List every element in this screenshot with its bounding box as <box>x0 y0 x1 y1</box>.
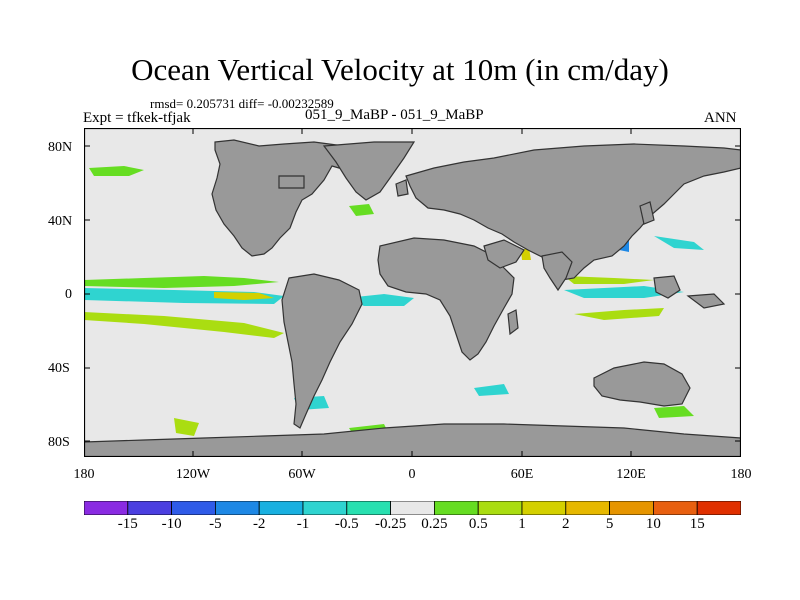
colorbar-swatch-13 <box>653 501 698 515</box>
land-masses <box>84 139 741 457</box>
colorbar-swatch-7 <box>390 501 435 515</box>
patch-north-pacific-green <box>89 166 144 176</box>
land-antarctica <box>84 423 741 457</box>
land-new-guinea <box>686 293 726 309</box>
land-greenland <box>322 141 416 201</box>
land-india <box>541 251 573 292</box>
colorbar-label-2: -5 <box>209 516 222 532</box>
colorbar-label-3: -2 <box>252 516 266 532</box>
colorbar-label-13: 15 <box>689 516 705 532</box>
colorbar-label-6: -0.25 <box>374 516 407 532</box>
land-japan <box>639 201 655 225</box>
colorbar-swatch-2 <box>171 501 216 515</box>
patch-atlantic-teal <box>346 294 414 306</box>
colorbar-swatch-3 <box>214 501 260 515</box>
land-australia <box>593 361 691 407</box>
colorbar-label-7: 0.25 <box>421 516 448 532</box>
lon-label-0: 0 <box>408 467 416 482</box>
land-arabia <box>483 239 525 269</box>
patch-south-ocean-teal-2 <box>474 384 509 396</box>
stats-line: rmsd= 0.205731 diff= -0.00232589 <box>150 96 334 111</box>
chart-title: Ocean Vertical Velocity at 10m (in cm/da… <box>131 52 669 87</box>
land-borneo <box>653 275 681 299</box>
colorbar-swatch-5 <box>302 501 348 515</box>
land-south-america <box>281 273 363 429</box>
colorbar-label-11: 5 <box>605 516 614 532</box>
patch-south-ocean-green-3 <box>654 406 694 418</box>
velocity-map <box>84 128 741 457</box>
patch-indian-ocean-teal <box>564 286 684 298</box>
expt-label: Expt = tfkek-tfjak <box>83 110 191 126</box>
colorbar-label-1: -10 <box>161 516 182 532</box>
lon-label-180w: 180 <box>73 467 95 482</box>
lon-label-60w: 60W <box>288 467 316 482</box>
lon-label-120w: 120W <box>175 467 211 482</box>
colorbar-label-12: 10 <box>645 516 661 532</box>
colorbar <box>84 501 741 515</box>
patch-south-pacific-yellow <box>84 312 284 338</box>
lon-label-180e: 180 <box>730 467 752 482</box>
colorbar-swatch-0 <box>84 501 129 515</box>
colorbar-swatch-12 <box>609 501 654 515</box>
colorbar-label-8: 0.5 <box>468 516 488 532</box>
case-label: 051_9_MaBP - 051_9_MaBP <box>305 107 484 123</box>
lat-label-80n: 80N <box>48 140 73 155</box>
colorbar-swatch-14 <box>696 501 741 515</box>
colorbar-label-9: 1 <box>518 516 526 532</box>
land-uk <box>395 179 409 197</box>
colorbar-swatch-9 <box>477 501 523 515</box>
colorbar-label-5: -0.5 <box>334 516 359 532</box>
season-label: ANN <box>704 110 737 126</box>
lat-label-eq: 0 <box>65 287 72 302</box>
colorbar-label-0: -15 <box>117 516 138 532</box>
colorbar-swatch-10 <box>521 501 567 515</box>
colorbar-swatch-8 <box>433 501 479 515</box>
anomaly-patches <box>84 166 704 436</box>
lat-label-80s: 80S <box>48 435 70 450</box>
lon-label-60e: 60E <box>510 467 534 482</box>
colorbar-label-4: -1 <box>296 516 310 532</box>
patch-tropical-pacific-band <box>84 288 284 304</box>
land-eurasia <box>405 143 741 281</box>
colorbar-swatch-6 <box>346 501 391 515</box>
patch-south-ocean-green-1 <box>174 418 199 436</box>
patch-indian-south <box>574 308 664 320</box>
lat-label-40n: 40N <box>48 214 73 229</box>
lon-label-120e: 120E <box>616 467 646 482</box>
colorbar-swatch-11 <box>565 501 610 515</box>
colorbar-swatch-4 <box>258 501 304 515</box>
patch-indian-ocean-green <box>564 276 654 284</box>
lat-label-40s: 40S <box>48 361 70 376</box>
patch-tropical-pacific-north <box>84 276 279 288</box>
colorbar-label-10: 2 <box>562 516 570 532</box>
patch-north-atlantic-green <box>349 204 374 216</box>
land-madagascar <box>507 309 519 336</box>
colorbar-swatch-1 <box>127 501 172 515</box>
land-north-america <box>211 139 355 257</box>
patch-west-pacific-teal <box>654 236 704 250</box>
patch-tropical-pacific-orange <box>214 292 274 300</box>
map-ticks <box>84 128 741 457</box>
